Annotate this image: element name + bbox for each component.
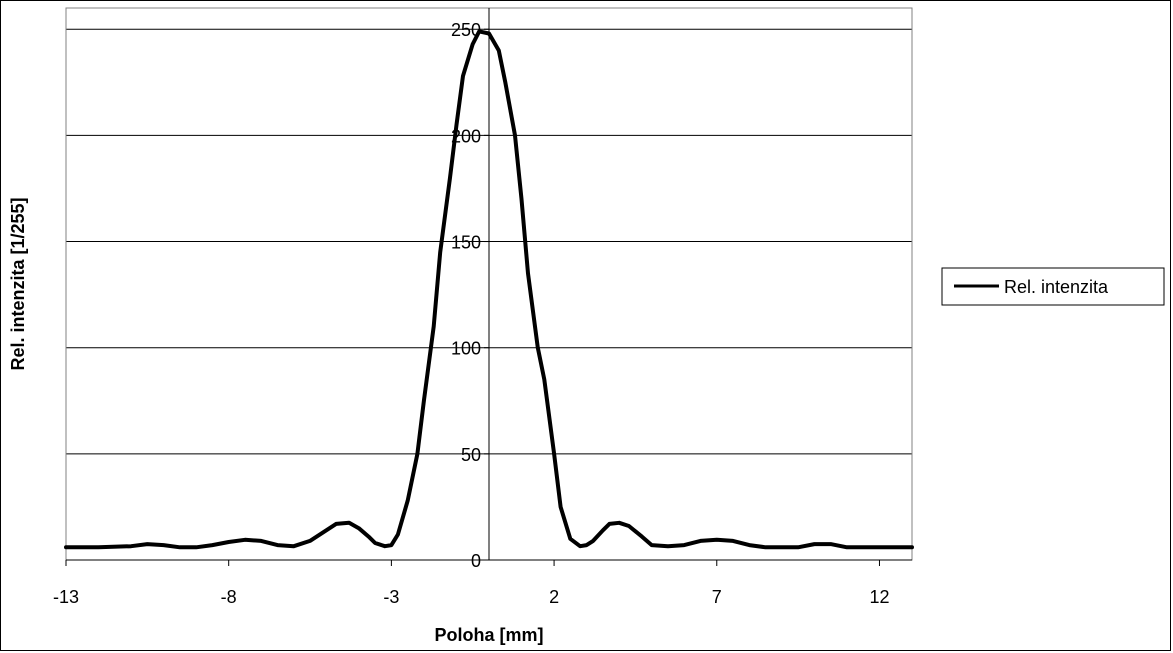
- y-axis-title: Rel. intenzita [1/255]: [8, 197, 28, 370]
- axes: [65, 8, 912, 566]
- x-tick-label: 2: [549, 587, 559, 607]
- x-tick-label: -8: [221, 587, 237, 607]
- tick-labels: 0 50 100 150 200 250 -13 -8 -3 2 7 12: [53, 20, 889, 607]
- y-tick-label: 150: [451, 233, 481, 253]
- y-tick-label: 250: [451, 20, 481, 40]
- x-tick-label: -3: [383, 587, 399, 607]
- legend: Rel. intenzita: [941, 267, 1165, 306]
- x-axis-title: Poloha [mm]: [434, 625, 543, 645]
- y-tick-label: 200: [451, 126, 481, 146]
- x-tick-label: -13: [53, 587, 79, 607]
- y-tick-label: 100: [451, 339, 481, 359]
- x-tick-label: 7: [712, 587, 722, 607]
- series-line: [64, 29, 914, 550]
- series-layer: [64, 29, 914, 550]
- legend-label: Rel. intenzita: [1004, 277, 1109, 297]
- y-tick-label: 0: [471, 551, 481, 571]
- x-tick-label: 12: [869, 587, 889, 607]
- y-tick-label: 50: [461, 445, 481, 465]
